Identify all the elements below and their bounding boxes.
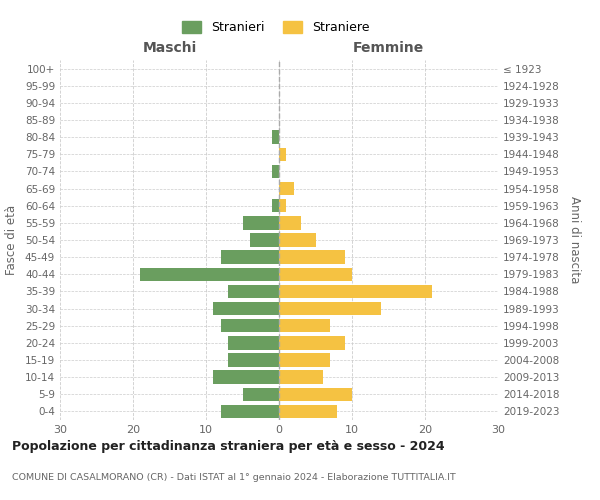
Bar [242, 388, 279, 401]
Text: Popolazione per cittadinanza straniera per età e sesso - 2024: Popolazione per cittadinanza straniera p… [12, 440, 445, 453]
Bar [228, 284, 279, 298]
Bar [214, 370, 279, 384]
Bar [250, 234, 279, 246]
Bar [279, 268, 352, 281]
Bar [140, 268, 279, 281]
Bar [279, 182, 293, 196]
Bar [279, 370, 323, 384]
Bar [228, 354, 279, 366]
Bar [279, 354, 330, 366]
Legend: Stranieri, Straniere: Stranieri, Straniere [178, 16, 374, 40]
Bar [214, 302, 279, 316]
Bar [279, 216, 301, 230]
Y-axis label: Fasce di età: Fasce di età [5, 205, 18, 275]
Bar [279, 234, 316, 246]
Bar [272, 164, 279, 178]
Y-axis label: Anni di nascita: Anni di nascita [568, 196, 581, 284]
Bar [272, 199, 279, 212]
Bar [279, 302, 381, 316]
Bar [279, 250, 344, 264]
Bar [279, 319, 330, 332]
Bar [242, 216, 279, 230]
Bar [279, 336, 344, 349]
Bar [279, 284, 432, 298]
Bar [279, 148, 286, 161]
Text: Femmine: Femmine [353, 41, 424, 55]
Bar [279, 388, 352, 401]
Text: COMUNE DI CASALMORANO (CR) - Dati ISTAT al 1° gennaio 2024 - Elaborazione TUTTIT: COMUNE DI CASALMORANO (CR) - Dati ISTAT … [12, 473, 456, 482]
Bar [279, 199, 286, 212]
Bar [279, 404, 337, 418]
Text: Maschi: Maschi [142, 41, 197, 55]
Bar [221, 250, 279, 264]
Bar [272, 130, 279, 144]
Bar [221, 319, 279, 332]
Bar [221, 404, 279, 418]
Bar [228, 336, 279, 349]
